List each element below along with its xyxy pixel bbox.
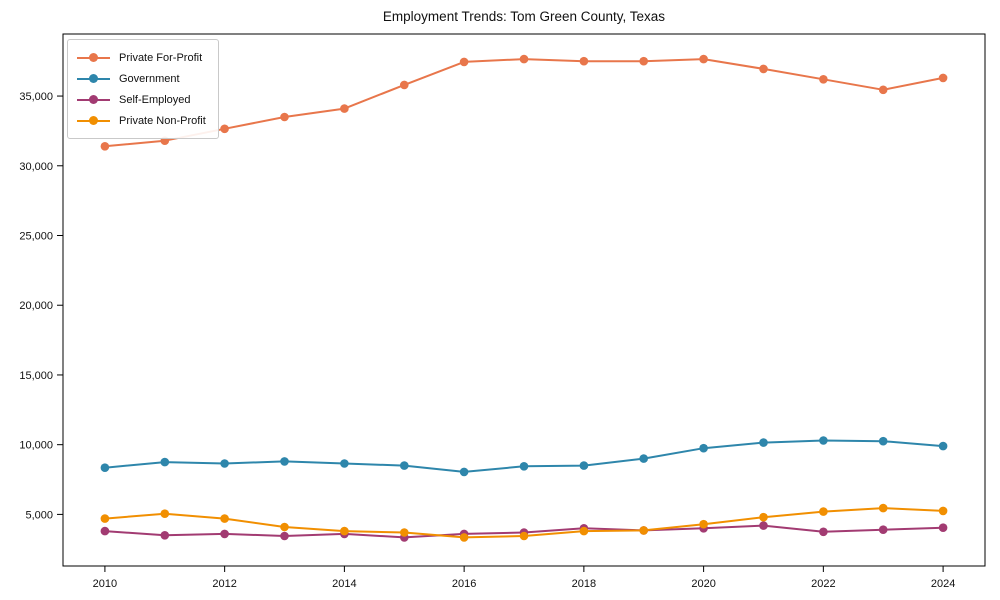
data-point-private-for-profit xyxy=(579,56,589,66)
data-point-private-non-profit xyxy=(759,512,768,522)
data-point-government xyxy=(699,443,708,453)
data-point-government xyxy=(459,467,469,477)
data-point-government xyxy=(400,461,409,470)
data-point-government xyxy=(280,457,289,466)
data-point-government xyxy=(639,454,648,463)
data-point-private-non-profit xyxy=(459,533,469,542)
data-point-private-non-profit xyxy=(280,522,289,532)
legend-label-self-employed: Self-Employed xyxy=(119,93,191,106)
data-point-private-for-profit xyxy=(400,80,409,90)
x-axis-tick-label: 2014 xyxy=(332,578,356,590)
data-point-private-for-profit xyxy=(100,142,110,151)
x-axis-tick-label: 2024 xyxy=(931,578,955,590)
data-point-government xyxy=(220,459,229,468)
data-point-government xyxy=(160,457,170,467)
x-axis-tick-label: 2020 xyxy=(691,578,715,590)
x-axis-tick-label: 2010 xyxy=(93,578,117,590)
data-point-private-non-profit xyxy=(579,526,589,536)
data-point-government xyxy=(340,459,349,468)
legend-item-government: Government xyxy=(77,68,206,89)
x-axis-tick-label: 2012 xyxy=(212,578,236,590)
data-point-private-non-profit xyxy=(878,503,888,513)
data-point-self-employed xyxy=(280,531,289,541)
data-point-private-non-profit xyxy=(340,526,349,536)
data-point-private-for-profit xyxy=(878,85,888,95)
data-point-private-non-profit xyxy=(699,519,708,529)
data-point-private-non-profit xyxy=(938,506,948,516)
data-point-private-non-profit xyxy=(519,531,529,541)
data-point-self-employed xyxy=(819,527,828,537)
data-point-private-for-profit xyxy=(459,57,469,67)
data-point-government xyxy=(579,461,589,470)
y-axis-tick-label: 5,000 xyxy=(25,509,53,521)
data-point-private-non-profit xyxy=(160,509,170,518)
data-point-government xyxy=(759,438,768,447)
legend-label-government: Government xyxy=(119,72,180,85)
data-point-private-for-profit xyxy=(819,75,828,84)
x-axis-tick-label: 2016 xyxy=(452,578,476,590)
data-point-self-employed xyxy=(100,526,110,536)
y-axis-tick-label: 10,000 xyxy=(19,440,53,452)
series-line-private-for-profit xyxy=(104,58,944,148)
data-point-self-employed xyxy=(220,529,229,539)
x-axis-tick-label: 2022 xyxy=(811,578,835,590)
data-point-private-for-profit xyxy=(280,112,289,122)
data-point-self-employed xyxy=(938,523,948,532)
legend-marker-private-for-profit xyxy=(77,53,110,62)
data-point-government xyxy=(878,436,888,446)
data-point-private-non-profit xyxy=(639,526,648,535)
x-axis-tick-label: 2018 xyxy=(572,578,596,590)
data-point-private-non-profit xyxy=(100,514,110,523)
legend-item-private-for-profit: Private For-Profit xyxy=(77,47,206,68)
data-point-private-non-profit xyxy=(220,514,229,523)
legend-marker-government xyxy=(77,74,110,83)
data-point-private-for-profit xyxy=(938,73,948,83)
data-point-self-employed xyxy=(160,531,170,540)
y-axis-tick-label: 20,000 xyxy=(19,300,53,312)
data-point-self-employed xyxy=(759,521,768,530)
data-point-government xyxy=(819,436,828,445)
data-point-government xyxy=(938,441,948,451)
chart-title: Employment Trends: Tom Green County, Tex… xyxy=(382,9,666,24)
legend-marker-self-employed xyxy=(77,95,110,104)
legend-marker-private-non-profit xyxy=(77,116,110,125)
legend-label-private-for-profit: Private For-Profit xyxy=(119,51,203,64)
data-point-private-for-profit xyxy=(699,54,708,64)
legend-item-self-employed: Self-Employed xyxy=(77,89,206,110)
data-point-private-for-profit xyxy=(519,54,529,64)
data-point-private-for-profit xyxy=(759,64,768,74)
y-axis-tick-label: 35,000 xyxy=(19,91,53,103)
data-point-private-non-profit xyxy=(819,507,828,516)
legend-label-private-non-profit: Private Non-Profit xyxy=(119,114,206,127)
data-point-private-for-profit xyxy=(220,124,229,134)
data-point-government xyxy=(519,462,529,471)
data-point-government xyxy=(100,463,110,473)
data-point-private-non-profit xyxy=(400,528,409,537)
legend: Private For-Profit Government Self-Employe… xyxy=(67,39,219,139)
y-axis-tick-label: 15,000 xyxy=(19,370,53,382)
plot-frame xyxy=(62,33,986,567)
data-point-private-for-profit xyxy=(639,56,648,66)
data-point-self-employed xyxy=(878,525,888,534)
y-axis-tick-label: 25,000 xyxy=(19,231,53,243)
data-point-private-for-profit xyxy=(340,104,349,113)
y-axis-tick-label: 30,000 xyxy=(19,161,53,173)
legend-item-private-non-profit: Private Non-Profit xyxy=(77,110,206,131)
